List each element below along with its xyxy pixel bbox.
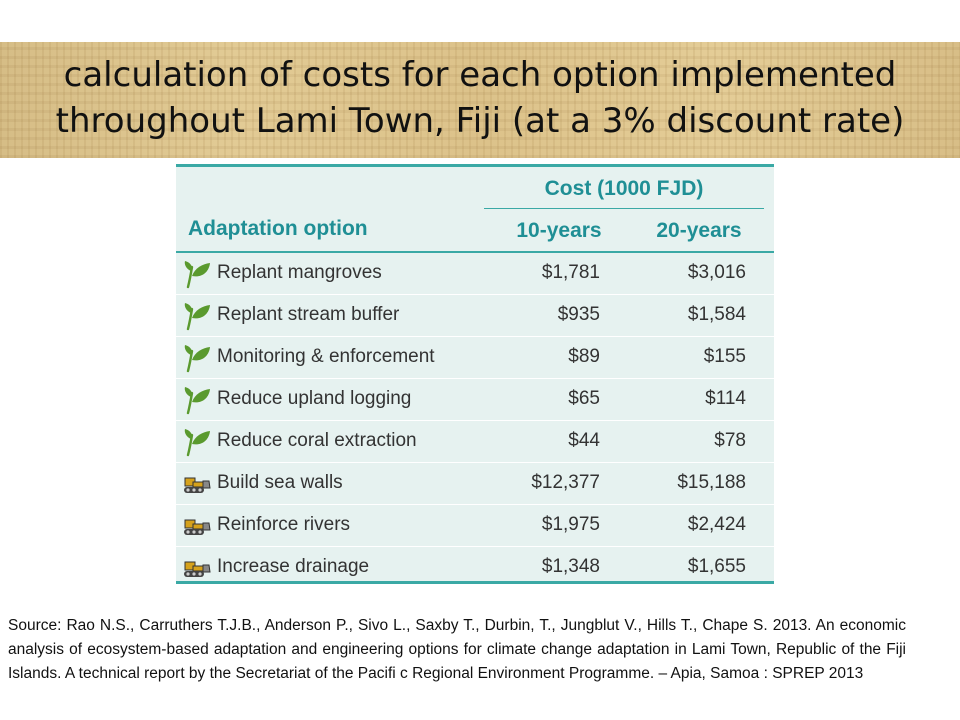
cost-column-group-header: Cost (1000 FJD): [544, 177, 704, 200]
option-label: Replant stream buffer: [217, 304, 400, 325]
ten-year-cost: $935: [557, 304, 600, 325]
ten-year-cost: $1,781: [541, 262, 600, 283]
ten-year-cost: $1,348: [541, 556, 600, 577]
title-line-2: throughout Lami Town, Fiji (at a 3% disc…: [55, 101, 905, 141]
table-row: Increase drainage $1,348 $1,655: [176, 547, 774, 588]
table-row: Reduce coral extraction $44 $78: [176, 421, 774, 463]
leaf-icon: [182, 385, 212, 415]
leaf-icon: [182, 343, 212, 373]
ten-year-cost: $12,377: [531, 472, 600, 493]
option-label: Monitoring & enforcement: [217, 346, 435, 367]
twenty-year-cost: $114: [705, 388, 746, 409]
option-label: Reinforce rivers: [217, 514, 351, 535]
table-row: Build sea walls $12,377 $15,188: [176, 463, 774, 505]
leaf-icon: [182, 259, 212, 289]
page-title: calculation of costs for each option imp…: [0, 52, 960, 144]
twenty-year-cost: $78: [714, 430, 746, 451]
table-row: Reduce upland logging $65 $114: [176, 379, 774, 421]
ten-year-column-header: 10-years: [516, 219, 602, 242]
bulldozer-icon: [182, 511, 212, 541]
table-row: Monitoring & enforcement $89 $155: [176, 337, 774, 379]
source-citation: Source: Rao N.S., Carruthers T.J.B., And…: [8, 617, 906, 682]
option-label: Reduce coral extraction: [217, 430, 417, 451]
cost-header-divider: [484, 208, 764, 209]
table-row: Replant stream buffer $935 $1,584: [176, 295, 774, 337]
ten-year-cost: $89: [568, 346, 600, 367]
twenty-year-cost: $15,188: [677, 472, 746, 493]
leaf-icon: [182, 427, 212, 457]
option-label: Build sea walls: [217, 472, 343, 493]
twenty-year-cost: $2,424: [687, 514, 746, 535]
title-line-1: calculation of costs for each option imp…: [63, 55, 897, 95]
cost-table: Cost (1000 FJD) Adaptation option 10-yea…: [176, 164, 774, 584]
twenty-year-cost: $155: [703, 346, 746, 367]
table-body: Replant mangroves $1,781 $3,016 Replant str…: [176, 253, 774, 588]
option-label: Replant mangroves: [217, 262, 382, 283]
ten-year-cost: $65: [568, 388, 600, 409]
option-label: Increase drainage: [217, 556, 370, 577]
ten-year-cost: $44: [568, 430, 600, 451]
table-row: Reinforce rivers $1,975 $2,424: [176, 505, 774, 547]
title-banner: [0, 42, 960, 158]
twenty-year-column-header: 20-years: [656, 219, 742, 242]
bulldozer-icon: [182, 553, 212, 583]
leaf-icon: [182, 301, 212, 331]
ten-year-cost: $1,975: [541, 514, 600, 535]
option-column-header: Adaptation option: [188, 217, 368, 240]
header-divider: [176, 251, 774, 253]
option-label: Reduce upland logging: [217, 388, 412, 409]
twenty-year-cost: $1,655: [687, 556, 746, 577]
table-row: Replant mangroves $1,781 $3,016: [176, 253, 774, 295]
bulldozer-icon: [182, 469, 212, 499]
twenty-year-cost: $1,584: [687, 304, 746, 325]
twenty-year-cost: $3,016: [687, 262, 746, 283]
